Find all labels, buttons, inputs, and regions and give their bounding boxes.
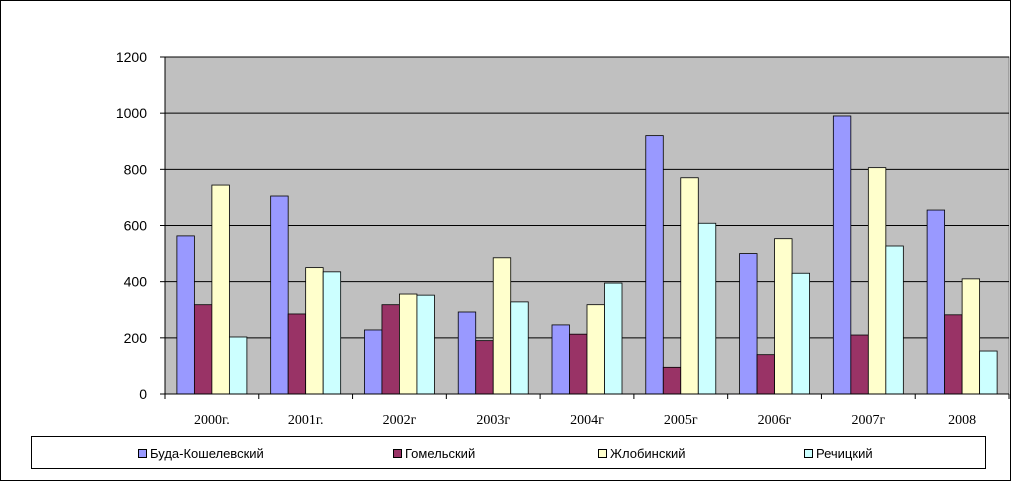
x-tick-label: 2005г (664, 413, 698, 428)
bar (193, 304, 213, 395)
bar (228, 336, 248, 395)
bar (662, 366, 682, 395)
y-tick-label: 600 (124, 218, 148, 234)
bar (492, 257, 512, 395)
legend-item-zhlobinsky: Жлобинский (598, 446, 686, 461)
bar (475, 340, 494, 395)
legend-label-rechitsky: Речицкий (816, 446, 873, 461)
x-tick-labels: 2000г. 2001г. 2002г 2003г 2004г 2005г 2006г 200… (164, 394, 1010, 428)
bar (322, 271, 342, 395)
y-tick-label: 1000 (116, 105, 147, 121)
legend-label-buda-koshelevsky: Буда-Кошелевский (150, 446, 264, 461)
bar (961, 278, 981, 395)
bar (176, 235, 195, 395)
legend-item-gomelsky: Гомельский (393, 446, 475, 461)
bar (774, 238, 793, 395)
legend-label-zhlobinsky: Жлобинский (610, 446, 686, 461)
legend-item-rechitsky: Речицкий (804, 446, 873, 461)
x-tick-label: 2001г. (288, 413, 324, 428)
bar (416, 294, 435, 395)
x-tick-label: 2007г (851, 413, 885, 428)
y-tick-label: 200 (124, 330, 148, 346)
y-tick-label: 0 (139, 386, 147, 402)
bar (305, 267, 324, 395)
bar (979, 350, 998, 395)
x-tick-label: 2003г (476, 413, 510, 428)
y-tick-label: 800 (124, 161, 148, 177)
y-tick-label: 1200 (116, 49, 147, 65)
bar (211, 184, 230, 395)
bars (176, 115, 998, 395)
bar (926, 209, 946, 395)
x-tick-label: 2006г (758, 413, 792, 428)
bar (739, 253, 758, 395)
x-tick-label: 2002г (383, 413, 417, 428)
y-tick-label: 400 (124, 274, 148, 290)
bar (399, 293, 418, 395)
x-tick-label: 2008 (948, 413, 976, 428)
bar (850, 334, 869, 395)
bar (381, 304, 400, 395)
bar (457, 311, 477, 395)
y-tick-labels: 0 200 400 600 800 1000 1200 (116, 49, 165, 402)
x-tick-label: 2000г. (194, 413, 230, 428)
bar (287, 313, 307, 395)
bar (680, 177, 699, 395)
bar (756, 354, 775, 395)
legend-swatch-rechitsky (804, 449, 813, 458)
bar (791, 272, 810, 395)
bar (645, 135, 664, 395)
bar (551, 324, 570, 395)
bar (569, 333, 588, 395)
legend-item-buda-koshelevsky: Буда-Кошелевский (138, 446, 264, 461)
legend-label-gomelsky: Гомельский (405, 446, 476, 461)
x-tick-label: 2004г (570, 413, 604, 428)
legend-swatch-zhlobinsky (598, 449, 607, 458)
bar (832, 115, 852, 395)
bar (270, 195, 289, 395)
bar (885, 245, 904, 395)
bar (586, 304, 605, 395)
legend-swatch-buda-koshelevsky (138, 449, 147, 458)
bar (604, 282, 623, 395)
bar (867, 167, 887, 395)
legend-swatch-gomelsky (393, 449, 402, 458)
bar (697, 222, 717, 395)
bar (510, 301, 529, 395)
bar (944, 314, 963, 395)
bar (364, 329, 383, 395)
legend: Буда-Кошелевский Гомельский Жлобинский Р… (31, 436, 986, 469)
